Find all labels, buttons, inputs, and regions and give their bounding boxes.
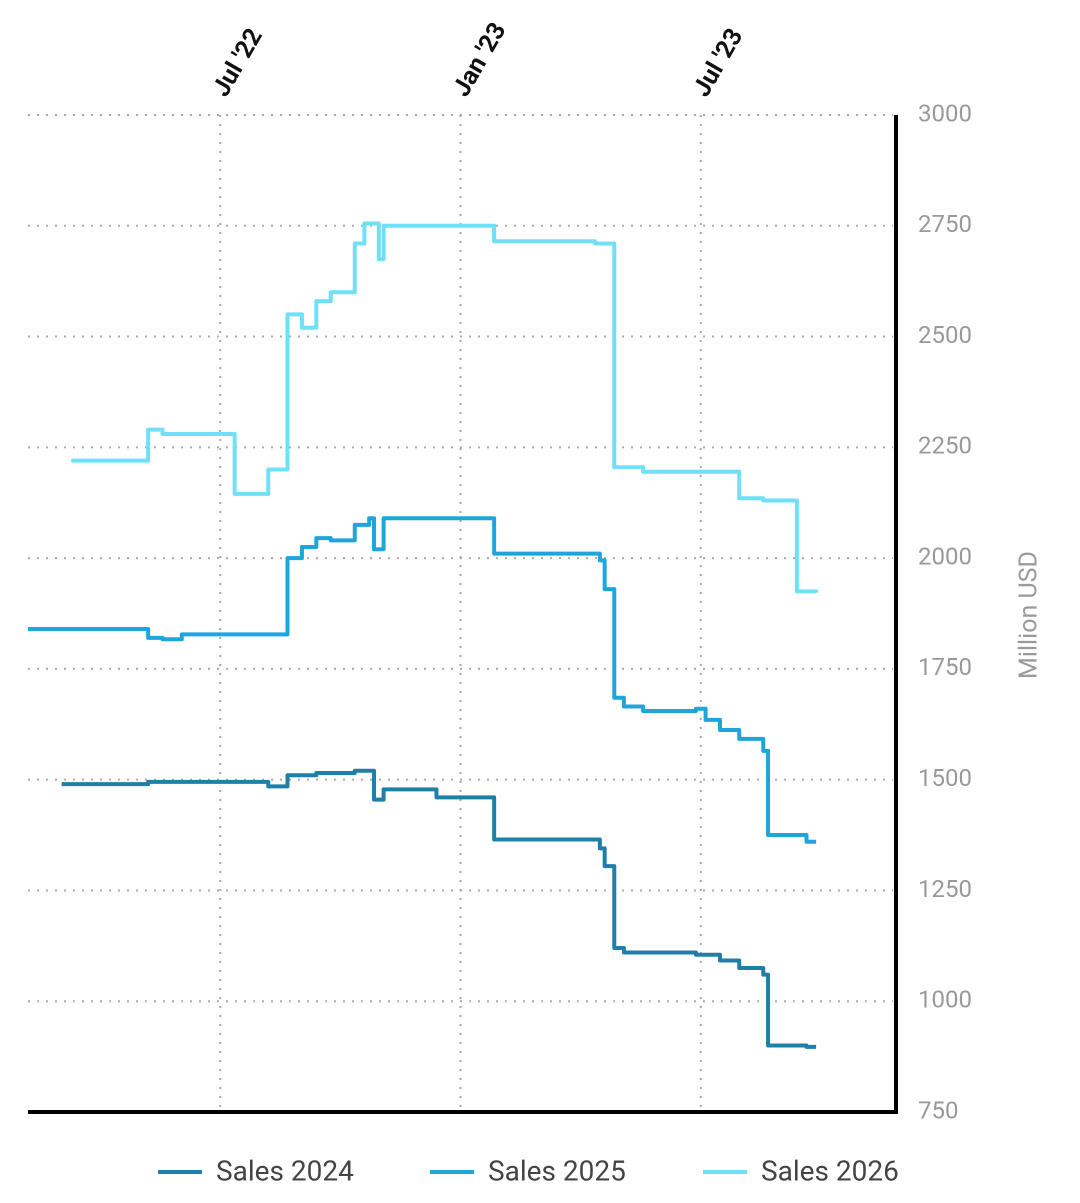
- y-tick-label: 3000: [918, 99, 972, 127]
- legend-label: Sales 2026: [761, 1154, 899, 1187]
- y-tick-label: 1250: [918, 875, 972, 903]
- legend-label: Sales 2024: [216, 1154, 354, 1187]
- y-tick-label: 1750: [918, 653, 972, 681]
- x-tick-label: Jul '23: [687, 24, 749, 102]
- y-tick-label: 750: [918, 1096, 958, 1124]
- y-axis-label: Million USD: [1015, 551, 1044, 679]
- x-tick-label: Jan '23: [447, 18, 512, 102]
- y-tick-label: 1000: [918, 986, 972, 1014]
- series-line: [28, 516, 817, 844]
- y-tick-label: 2500: [918, 321, 972, 349]
- y-tick-label: 2750: [918, 210, 972, 238]
- x-tick-label: Jul '22: [207, 24, 269, 102]
- y-tick-label: 2000: [918, 542, 972, 570]
- legend-label: Sales 2025: [488, 1154, 626, 1187]
- y-tick-label: 2250: [918, 432, 972, 460]
- series-line: [61, 768, 817, 1049]
- series-line: [71, 221, 819, 594]
- y-tick-label: 1500: [918, 764, 972, 792]
